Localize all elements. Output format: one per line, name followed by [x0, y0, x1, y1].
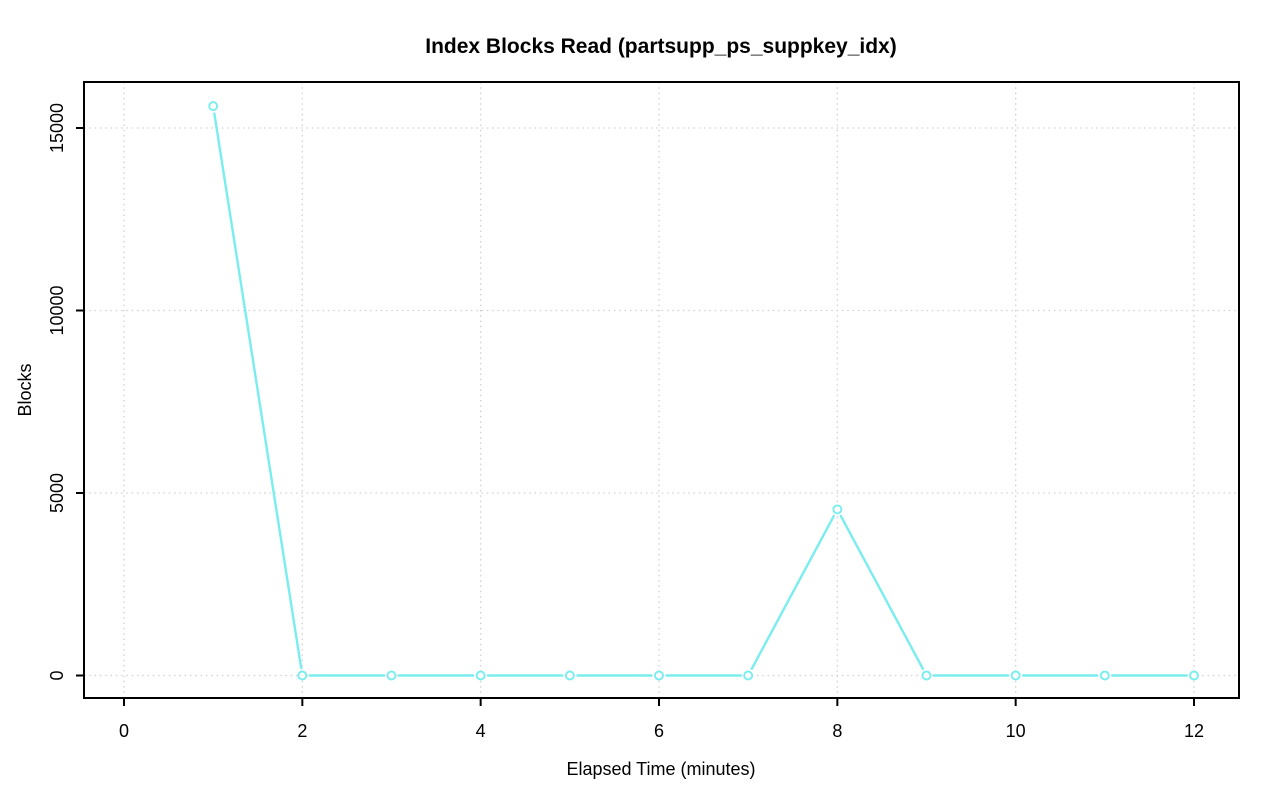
series-line-segment	[213, 112, 303, 670]
tick-label-layer: 0 2 4 6 8 10 12 0 5000 10000 15000	[47, 103, 1204, 741]
data-point-marker	[921, 670, 932, 681]
data-point-marker	[564, 670, 575, 681]
y-tick-label: 10000	[47, 285, 67, 335]
data-point-marker	[475, 670, 486, 681]
x-axis-label: Elapsed Time (minutes)	[566, 759, 755, 779]
x-tick-label: 12	[1184, 721, 1204, 741]
y-tick-label: 5000	[47, 473, 67, 513]
data-point-marker	[297, 670, 308, 681]
series-line-segment	[839, 514, 925, 671]
y-axis-label: Blocks	[15, 363, 35, 416]
axis-tick-layer	[76, 127, 1195, 706]
data-point-marker	[386, 670, 397, 681]
y-tick-label: 0	[47, 670, 67, 680]
plot-border-box	[83, 81, 1240, 699]
series-layer	[208, 101, 1199, 681]
x-tick-label: 0	[119, 721, 129, 741]
data-point-marker	[654, 670, 664, 681]
x-tick-label: 2	[297, 721, 307, 741]
data-point-marker	[1189, 670, 1199, 681]
data-point-marker	[1099, 670, 1110, 681]
data-point-marker	[832, 504, 843, 515]
chart-title: Index Blocks Read (partsupp_ps_suppkey_i…	[425, 35, 896, 58]
data-point-marker	[1010, 670, 1021, 681]
y-tick-label: 15000	[47, 103, 67, 153]
x-tick-label: 8	[832, 721, 842, 741]
data-point-marker	[743, 670, 754, 681]
data-point-marker	[208, 101, 219, 112]
series-line-segment	[750, 514, 835, 671]
grid-layer	[84, 82, 1239, 698]
x-tick-label: 4	[476, 721, 486, 741]
x-tick-label: 10	[1006, 721, 1026, 741]
x-tick-label: 6	[654, 721, 664, 741]
